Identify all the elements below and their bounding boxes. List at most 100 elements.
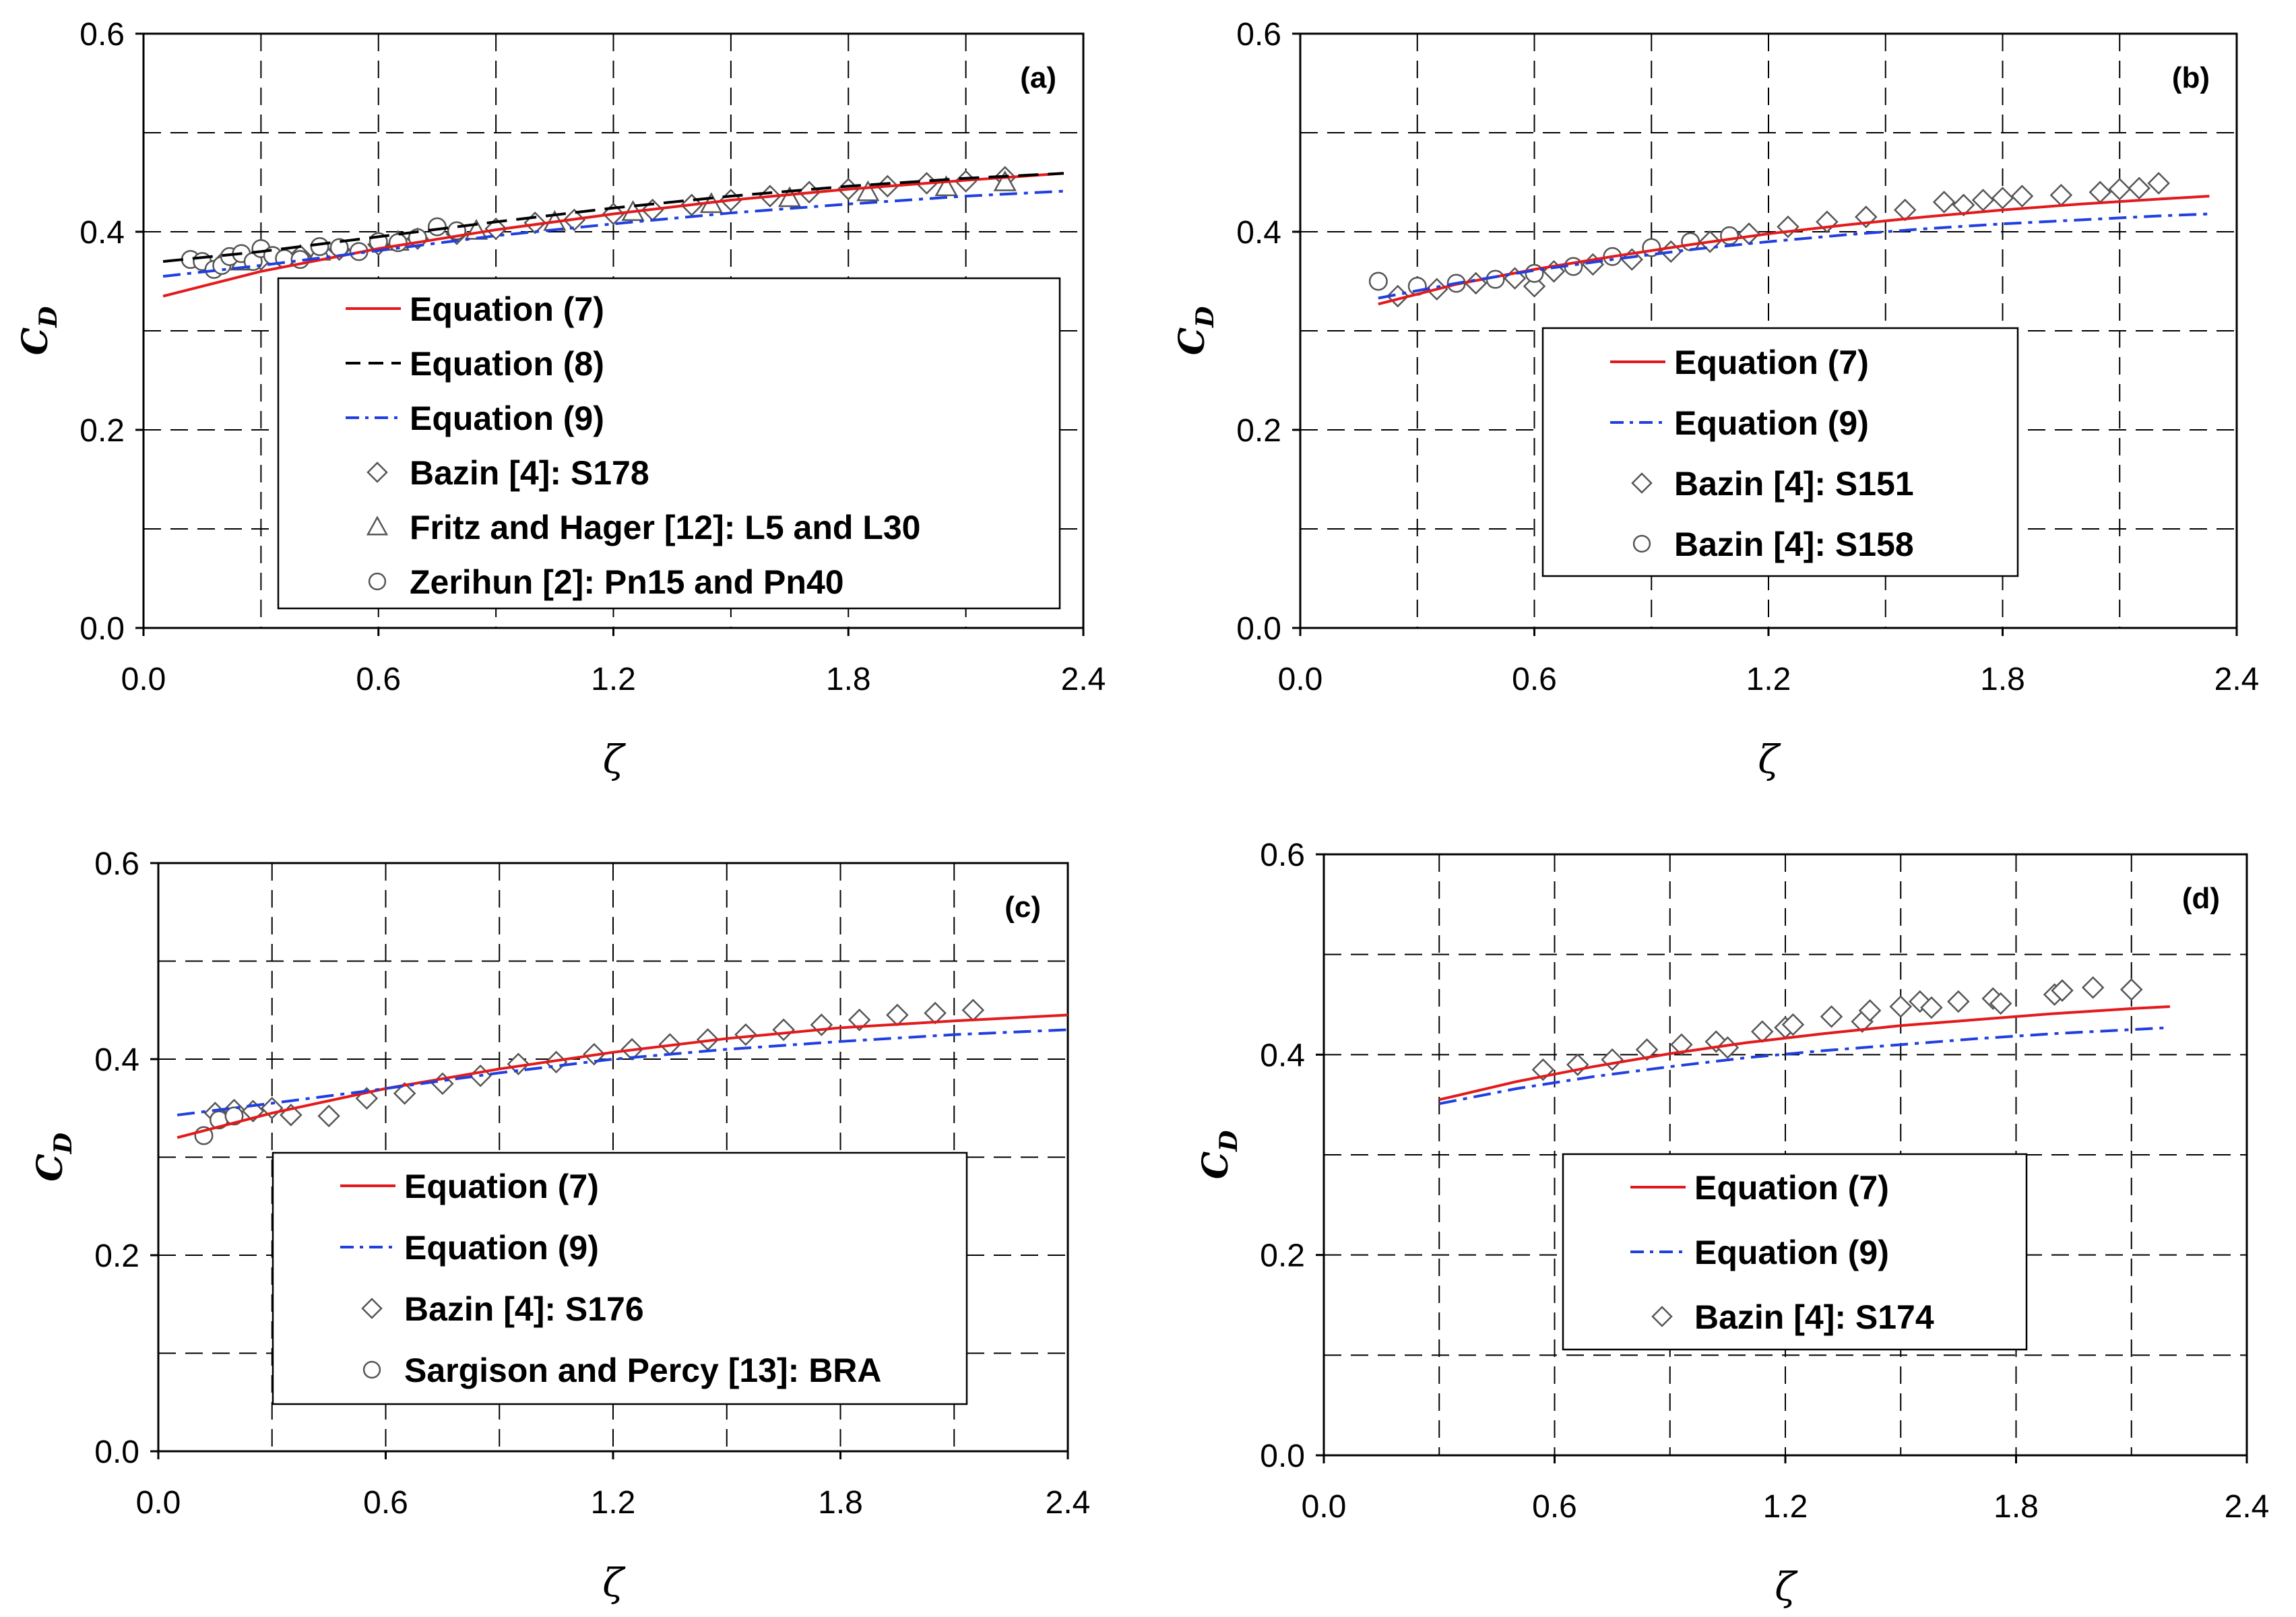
data-point-diamond bbox=[2010, 185, 2034, 208]
y-tick-label: 0.0 bbox=[1260, 1438, 1305, 1474]
data-point-diamond bbox=[1889, 995, 1913, 1018]
legend-label: Fritz and Hager [12]: L5 and L30 bbox=[410, 509, 920, 546]
x-tick-label: 0.6 bbox=[1532, 1489, 1577, 1525]
legend-swatch-diamond bbox=[1631, 472, 1653, 494]
y-tick-label: 0.2 bbox=[94, 1238, 139, 1274]
x-tick-label: 1.2 bbox=[1746, 662, 1791, 697]
legend-label: Equation (9) bbox=[410, 400, 604, 437]
series-line-solid bbox=[162, 172, 1064, 298]
y-axis-label: CD bbox=[15, 307, 63, 356]
series-line-solid bbox=[1438, 1005, 2170, 1102]
legend: Equation (7) Equation (8) Equation (9) Bazi… bbox=[277, 277, 1061, 610]
data-point-diamond bbox=[1971, 189, 1995, 212]
y-tick-label: 0.4 bbox=[1260, 1038, 1305, 1073]
x-tick-label: 1.8 bbox=[818, 1485, 863, 1521]
legend-swatch-circle bbox=[368, 572, 387, 591]
legend-label: Bazin [4]: S178 bbox=[410, 454, 649, 492]
y-tick-label: 0.4 bbox=[94, 1042, 139, 1078]
x-tick-label: 0.0 bbox=[136, 1485, 181, 1521]
y-tick-label: 0.2 bbox=[1236, 413, 1281, 449]
y-tick-label: 0.2 bbox=[79, 413, 125, 449]
y-tick-label: 0.0 bbox=[79, 611, 125, 647]
legend-label: Bazin [4]: S158 bbox=[1674, 526, 1914, 563]
y-axis-label: CD bbox=[1195, 1131, 1243, 1180]
x-axis-label: ζ bbox=[1758, 736, 1781, 782]
x-tick-label: 0.6 bbox=[363, 1485, 408, 1521]
x-tick-label: 2.4 bbox=[2214, 662, 2260, 697]
legend-swatch-diamond bbox=[366, 462, 388, 483]
x-tick-label: 2.4 bbox=[2225, 1489, 2270, 1525]
x-tick-label: 0.0 bbox=[1302, 1489, 1347, 1525]
y-axis-label-main: C bbox=[1172, 327, 1213, 355]
y-axis-label-subscript: D bbox=[34, 307, 63, 328]
legend-box bbox=[277, 277, 1061, 610]
x-tick-label: 2.4 bbox=[1061, 662, 1106, 697]
data-point-diamond bbox=[2128, 177, 2150, 200]
legend-label: Equation (9) bbox=[404, 1229, 599, 1267]
legend-label: Equation (9) bbox=[1694, 1234, 1889, 1271]
legend-label: Bazin [4]: S174 bbox=[1694, 1298, 1934, 1336]
y-axis-label-subscript: D bbox=[1215, 1131, 1243, 1152]
series-line-dashdot bbox=[1378, 212, 2210, 300]
y-tick-label: 0.4 bbox=[1236, 215, 1281, 251]
legend-swatch-diamond bbox=[1651, 1306, 1673, 1327]
data-point-circle bbox=[310, 237, 329, 257]
data-point-diamond bbox=[734, 1023, 757, 1046]
data-point-triangle bbox=[856, 180, 880, 201]
data-point-diamond bbox=[2051, 979, 2074, 1002]
data-point-diamond bbox=[1947, 990, 1970, 1013]
x-axis-label: ζ bbox=[1775, 1564, 1798, 1610]
x-axis-label: ζ bbox=[602, 1560, 626, 1606]
data-point-circle bbox=[1368, 272, 1388, 291]
data-point-triangle bbox=[777, 186, 802, 208]
data-point-diamond bbox=[2108, 178, 2132, 201]
legend-label: Bazin [4]: S151 bbox=[1674, 465, 1914, 503]
y-tick-label: 0.6 bbox=[1236, 17, 1281, 53]
data-point-diamond bbox=[1991, 187, 2014, 210]
legend-label: Bazin [4]: S176 bbox=[404, 1290, 644, 1328]
legend-label: Equation (8) bbox=[410, 345, 604, 383]
x-tick-label: 0.0 bbox=[121, 662, 166, 697]
panel-d: 0.0 0.6 1.2 1.8 2.4 0.0 0.2 0.4 0.6 ζ CD (d) Equatio… bbox=[1195, 837, 2269, 1610]
data-point-diamond bbox=[507, 1052, 530, 1076]
data-point-diamond bbox=[2147, 172, 2170, 195]
legend-swatch-triangle bbox=[366, 515, 389, 536]
legend-swatch-circle bbox=[1632, 534, 1651, 553]
y-axis-label: CD bbox=[30, 1133, 77, 1182]
y-tick-label: 0.6 bbox=[79, 17, 125, 53]
data-point-diamond bbox=[2119, 978, 2143, 1001]
legend-swatch-diamond bbox=[361, 1298, 383, 1319]
x-tick-label: 0.6 bbox=[1512, 662, 1557, 697]
legend-label: Equation (9) bbox=[1674, 404, 1869, 442]
data-point-diamond bbox=[317, 1104, 340, 1128]
y-axis-label-subscript: D bbox=[49, 1133, 77, 1154]
y-tick-label: 0.4 bbox=[79, 215, 125, 251]
legend: Equation (7) Equation (9) Bazin [4]: S151 B… bbox=[1541, 327, 2019, 577]
x-tick-label: 1.8 bbox=[826, 662, 871, 697]
legend: Equation (7) Equation (9) Bazin [4]: S174 bbox=[1562, 1153, 2028, 1351]
data-point-diamond bbox=[1635, 1038, 1659, 1061]
x-tick-label: 1.8 bbox=[1994, 1489, 2039, 1525]
legend: Equation (7) Equation (9) Bazin [4]: S176 S… bbox=[272, 1151, 968, 1405]
legend-swatch-circle bbox=[362, 1360, 381, 1379]
y-axis-label-main: C bbox=[1195, 1151, 1236, 1179]
y-axis-label-main: C bbox=[30, 1153, 71, 1181]
series-line-solid bbox=[177, 1013, 1069, 1139]
data-point-diamond bbox=[1932, 191, 1956, 214]
panel-label: (d) bbox=[2182, 882, 2220, 915]
y-axis-label: CD bbox=[1172, 307, 1219, 356]
panel-label: (b) bbox=[2172, 61, 2210, 94]
data-point-circle bbox=[1720, 226, 1740, 245]
series-line-dash bbox=[162, 172, 1064, 263]
x-axis-label: ζ bbox=[603, 736, 627, 782]
x-tick-label: 1.2 bbox=[591, 1485, 636, 1521]
data-point-diamond bbox=[1989, 992, 2012, 1015]
x-tick-label: 0.6 bbox=[356, 662, 401, 697]
y-tick-label: 0.2 bbox=[1260, 1238, 1305, 1274]
legend-label: Equation (7) bbox=[404, 1168, 599, 1205]
x-tick-label: 0.0 bbox=[1278, 662, 1323, 697]
data-point-diamond bbox=[2081, 976, 2105, 999]
panel-b: 0.0 0.6 1.2 1.8 2.4 0.0 0.2 0.4 0.6 ζ CD (b) Equatio… bbox=[1172, 17, 2259, 782]
data-point-diamond bbox=[1920, 996, 1943, 1019]
